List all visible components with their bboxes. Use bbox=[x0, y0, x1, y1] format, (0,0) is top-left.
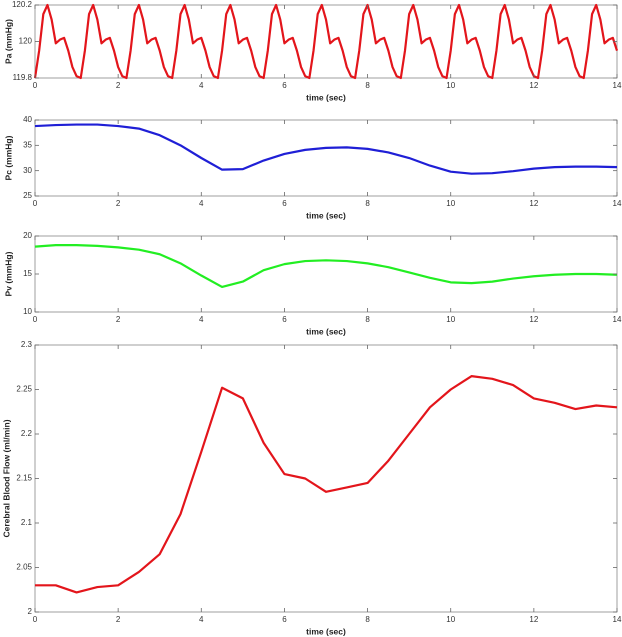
x-tick-label: 12 bbox=[529, 81, 538, 90]
y-tick-label: 2.2 bbox=[21, 429, 33, 438]
y-tick-label: 2.1 bbox=[21, 518, 33, 527]
y-tick-label: 2.15 bbox=[16, 474, 32, 483]
x-tick-label: 4 bbox=[199, 81, 204, 90]
y-tick-label: 119.8 bbox=[13, 73, 33, 82]
x-tick-label: 14 bbox=[613, 615, 622, 624]
x-tick-label: 8 bbox=[365, 199, 370, 208]
x-tick-label: 10 bbox=[446, 199, 455, 208]
x-tick-label: 4 bbox=[199, 615, 204, 624]
x-tick-label: 0 bbox=[33, 81, 38, 90]
x-tick-label: 12 bbox=[529, 199, 538, 208]
y-tick-label: 120 bbox=[19, 37, 33, 46]
x-tick-label: 10 bbox=[446, 615, 455, 624]
x-tick-label: 8 bbox=[365, 615, 370, 624]
x-tick-label: 14 bbox=[613, 199, 622, 208]
y-tick-label: 2 bbox=[28, 607, 33, 616]
y-axis-label: Pa (mmHg) bbox=[3, 19, 13, 64]
y-tick-label: 25 bbox=[23, 191, 32, 200]
data-line bbox=[35, 375, 618, 594]
x-tick-label: 14 bbox=[613, 81, 622, 90]
y-tick-label: 120.2 bbox=[12, 0, 33, 9]
x-tick-label: 8 bbox=[365, 81, 370, 90]
x-tick-label: 0 bbox=[33, 199, 38, 208]
x-tick-label: 0 bbox=[33, 315, 38, 324]
x-tick-label: 6 bbox=[282, 615, 287, 624]
data-line bbox=[34, 123, 618, 175]
x-tick-label: 8 bbox=[365, 315, 370, 324]
x-tick-label: 6 bbox=[282, 315, 287, 324]
y-tick-label: 35 bbox=[23, 140, 32, 149]
y-tick-label: 30 bbox=[23, 166, 32, 175]
x-tick-label: 6 bbox=[282, 199, 287, 208]
x-tick-label: 2 bbox=[116, 615, 121, 624]
x-tick-label: 4 bbox=[199, 315, 204, 324]
y-axis-label: Pc (mmHg) bbox=[3, 135, 13, 180]
data-line bbox=[34, 244, 618, 289]
y-tick-label: 10 bbox=[23, 307, 32, 316]
x-axis-label: time (sec) bbox=[306, 326, 346, 336]
x-axis-label: time (sec) bbox=[306, 626, 346, 636]
data-line bbox=[33, 3, 619, 80]
y-tick-label: 2.25 bbox=[16, 385, 32, 394]
x-tick-label: 6 bbox=[282, 81, 287, 90]
x-tick-label: 0 bbox=[33, 615, 38, 624]
y-axis-label: Cerebral Blood Flow (ml/min) bbox=[1, 419, 11, 537]
x-axis-label: time (sec) bbox=[306, 92, 346, 102]
y-tick-label: 15 bbox=[23, 269, 32, 278]
x-tick-label: 12 bbox=[529, 315, 538, 324]
x-tick-label: 12 bbox=[529, 615, 538, 624]
x-tick-label: 2 bbox=[116, 199, 121, 208]
y-tick-label: 20 bbox=[23, 231, 32, 240]
x-tick-label: 2 bbox=[116, 81, 121, 90]
x-tick-label: 2 bbox=[116, 315, 121, 324]
x-tick-label: 10 bbox=[446, 315, 455, 324]
y-tick-label: 40 bbox=[23, 115, 32, 124]
x-tick-label: 10 bbox=[446, 81, 455, 90]
x-axis-label: time (sec) bbox=[306, 210, 346, 220]
plot-area bbox=[34, 344, 618, 613]
y-tick-label: 2.05 bbox=[16, 563, 32, 572]
y-tick-label: 2.3 bbox=[21, 340, 33, 349]
x-tick-label: 4 bbox=[199, 199, 204, 208]
x-tick-label: 14 bbox=[613, 315, 622, 324]
y-axis-label: Pv (mmHg) bbox=[3, 251, 13, 296]
plot-area bbox=[34, 119, 618, 197]
